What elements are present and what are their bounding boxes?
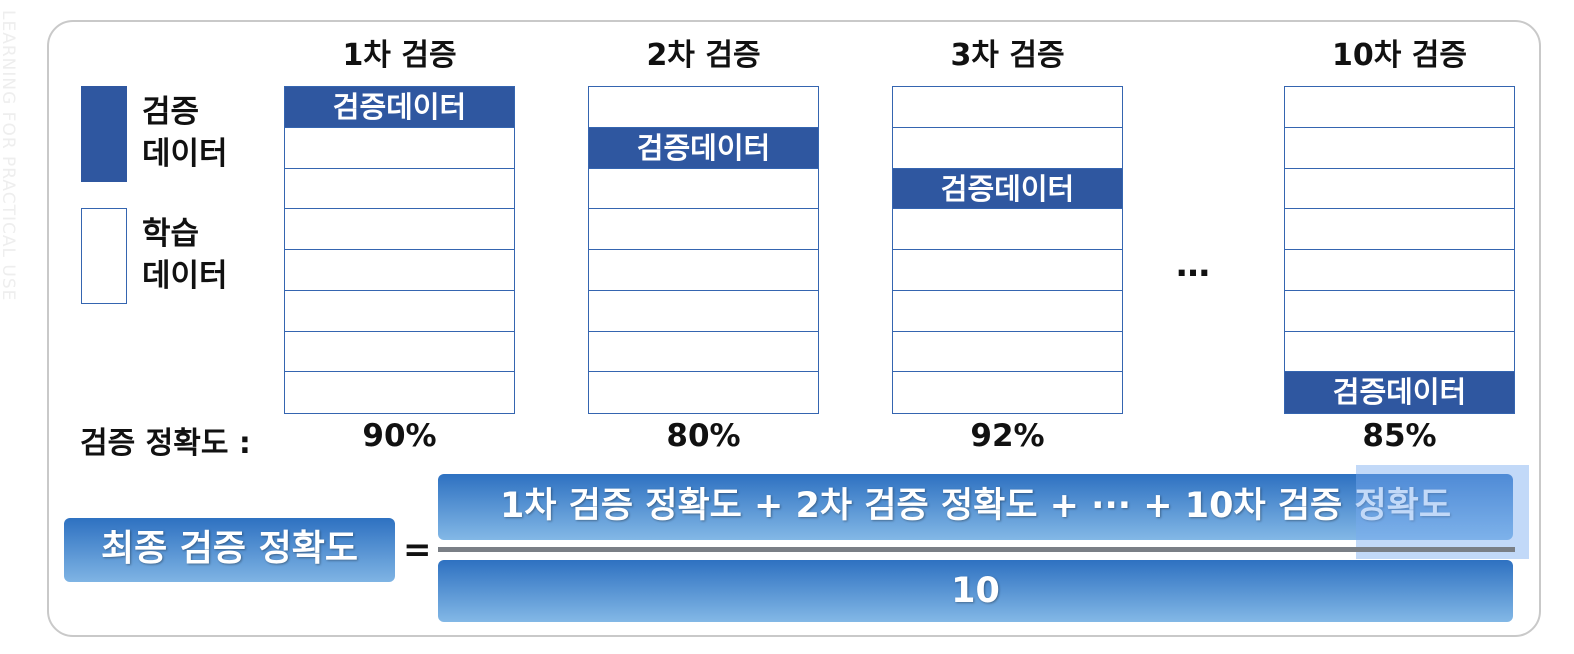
training-cell bbox=[589, 250, 818, 291]
fold-accuracy-1: 90% bbox=[362, 418, 437, 454]
training-cell bbox=[1285, 87, 1514, 128]
training-cell bbox=[893, 250, 1122, 291]
training-cell bbox=[589, 372, 818, 413]
validation-cell: 검증데이터 bbox=[589, 127, 818, 169]
ellipsis: … bbox=[1176, 245, 1210, 285]
fold-accuracy-2: 80% bbox=[666, 418, 741, 454]
fold-column-3: 검증데이터 bbox=[892, 86, 1123, 414]
training-cell bbox=[1285, 250, 1514, 291]
legend-validation-label: 검증 데이터 bbox=[142, 94, 228, 172]
training-cell bbox=[1285, 332, 1514, 373]
validation-cell: 검증데이터 bbox=[285, 87, 514, 128]
final-accuracy-label: 최종 검증 정확도 bbox=[64, 518, 395, 582]
training-cell bbox=[893, 209, 1122, 250]
training-cell bbox=[893, 128, 1122, 169]
training-cell bbox=[1285, 128, 1514, 169]
training-cell bbox=[285, 291, 514, 332]
legend-validation-swatch bbox=[81, 86, 127, 182]
training-cell bbox=[285, 128, 514, 169]
fold-title-1: 1차 검증 bbox=[342, 38, 457, 73]
fold-title-10: 10차 검증 bbox=[1332, 38, 1467, 73]
fold-title-2: 2차 검증 bbox=[646, 38, 761, 73]
watermark: LEARNING FOR PRACTICAL USE bbox=[0, 10, 18, 302]
training-cell bbox=[285, 372, 514, 413]
training-cell bbox=[1285, 291, 1514, 332]
validation-cell: 검증데이터 bbox=[893, 168, 1122, 210]
formula-numerator: 1차 검증 정확도 + 2차 검증 정확도 + ··· + 10차 검증 정확도 bbox=[438, 474, 1513, 540]
training-cell bbox=[893, 291, 1122, 332]
training-cell bbox=[589, 209, 818, 250]
fold-column-2: 검증데이터 bbox=[588, 86, 819, 414]
fold-column-10: 검증데이터 bbox=[1284, 86, 1515, 414]
fold-column-1: 검증데이터 bbox=[284, 86, 515, 414]
formula-denominator: 10 bbox=[438, 560, 1513, 622]
legend-training-label: 학습 데이터 bbox=[142, 216, 228, 294]
training-cell bbox=[285, 332, 514, 373]
accuracy-label: 검증 정확도 : bbox=[80, 426, 251, 461]
training-cell bbox=[893, 87, 1122, 128]
equals-sign: = bbox=[403, 530, 432, 570]
training-cell bbox=[285, 209, 514, 250]
fold-accuracy-10: 85% bbox=[1362, 418, 1437, 454]
training-cell bbox=[589, 332, 818, 373]
training-cell bbox=[589, 291, 818, 332]
training-cell bbox=[1285, 169, 1514, 210]
training-cell bbox=[589, 87, 818, 128]
training-cell bbox=[893, 332, 1122, 373]
fold-title-3: 3차 검증 bbox=[950, 38, 1065, 73]
selection-highlight bbox=[1356, 465, 1529, 559]
training-cell bbox=[589, 169, 818, 210]
training-cell bbox=[893, 372, 1122, 413]
fold-accuracy-3: 92% bbox=[970, 418, 1045, 454]
validation-cell: 검증데이터 bbox=[1285, 372, 1514, 413]
training-cell bbox=[285, 169, 514, 210]
legend-training-swatch bbox=[81, 208, 127, 304]
training-cell bbox=[1285, 209, 1514, 250]
fraction-bar bbox=[438, 547, 1515, 552]
training-cell bbox=[285, 250, 514, 291]
